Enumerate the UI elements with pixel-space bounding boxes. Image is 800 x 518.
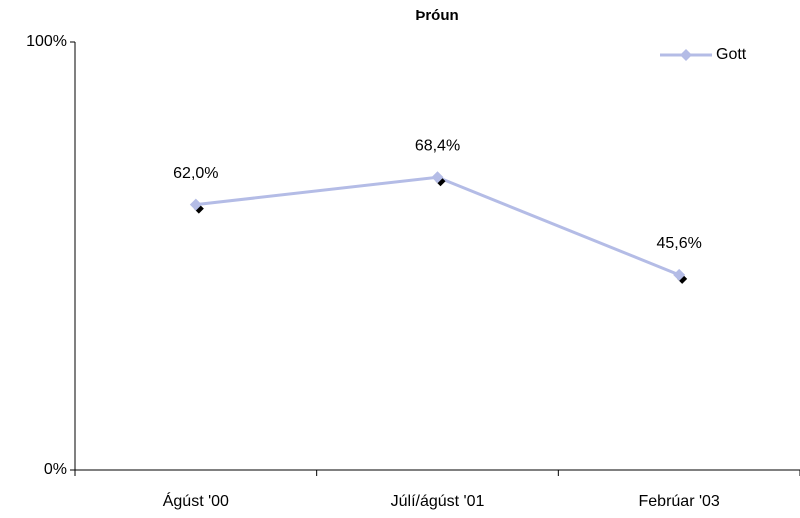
y-tick-label: 100% [26, 33, 67, 50]
data-label: 62,0% [173, 165, 218, 182]
line [195, 175, 680, 277]
y-tick-label: 0% [44, 461, 67, 478]
data-label: 45,6% [656, 235, 701, 252]
marker [673, 268, 686, 281]
legend-label: Gott [716, 46, 747, 63]
x-tick-label: Ágúst '00 [163, 491, 229, 510]
chart-title: Þróun [415, 7, 458, 24]
x-tick-label: Júlí/ágúst '01 [391, 493, 485, 510]
x-tick-label: Febrúar '03 [639, 493, 720, 510]
marker [431, 171, 444, 184]
marker [189, 198, 202, 211]
data-label: 68,4% [415, 137, 460, 154]
legend-marker [680, 49, 692, 61]
